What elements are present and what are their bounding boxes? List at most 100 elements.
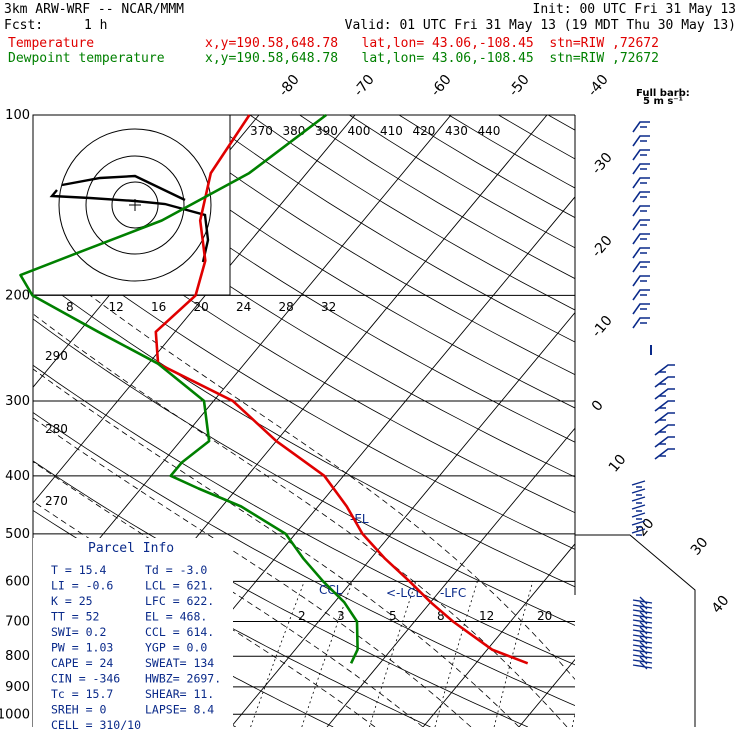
dry-adiabat-line: [33, 184, 575, 514]
wind-barb: [632, 636, 653, 645]
temperature-location: x,y=190.58,648.78 lat,lon= 43.06,-108.45…: [205, 36, 659, 51]
mixing-ratio-line: [369, 581, 417, 727]
wind-barb: [632, 163, 650, 175]
wind-barb: [632, 626, 653, 635]
wind-barb: [632, 275, 650, 287]
hodograph-speed-label: 20: [194, 300, 209, 314]
dry-adiabat-line: [33, 318, 575, 626]
hodograph-speed-label: 8: [66, 300, 74, 314]
theta-label: 420: [413, 124, 436, 138]
wind-barb: [654, 436, 675, 448]
pressure-label: 1000: [0, 707, 30, 722]
isotherm-line: [711, 115, 740, 727]
theta-label: 400: [348, 124, 371, 138]
wind-barb: [632, 261, 650, 273]
parcel-info-left: SWI= 0.2: [51, 625, 106, 639]
dry-adiabat-line: [349, 115, 575, 249]
dry-adiabat-line: [150, 115, 575, 376]
mixing-ratio-line: [434, 581, 478, 727]
dewpoint-location: x,y=190.58,648.78 lat,lon= 43.06,-108.45…: [205, 51, 659, 66]
isotherm-label: 0: [589, 397, 607, 414]
wind-key-label: Full barb:: [636, 88, 690, 99]
wind-barb: [632, 661, 653, 670]
isotherm-label: -40: [585, 72, 612, 100]
dry-adiabat-line: [33, 141, 575, 478]
wind-barb: [654, 424, 675, 436]
lcl-annotation: <-LCL: [386, 586, 422, 600]
theta-label: 370: [250, 124, 273, 138]
dry-adiabat-line: [448, 115, 575, 189]
parcel-info-left: CIN = -346: [51, 672, 120, 686]
wind-barb: [654, 412, 675, 424]
parcel-info-left: K = 25: [51, 594, 93, 608]
parcel-info-left: CAPE = 24: [51, 656, 113, 670]
hodograph-speed-label: 12: [109, 300, 124, 314]
isotherm-label: -50: [506, 72, 533, 100]
pressure-label: 200: [5, 288, 30, 303]
parcel-info-left: TT = 52: [51, 610, 99, 624]
isotherm-line: [33, 115, 452, 620]
hodograph-speed-label: 32: [321, 300, 336, 314]
hodograph-speed-label: 24: [236, 300, 251, 314]
wind-barb: [654, 400, 675, 412]
wind-barb: [632, 191, 650, 203]
wind-barb: [632, 601, 653, 610]
pressure-label: 100: [5, 108, 30, 123]
wind-barb: [632, 219, 650, 231]
isotherm-label: 10: [606, 452, 630, 476]
model-title: 3km ARW-WRF -- NCAR/MMM: [4, 2, 185, 17]
mixing-ratio-label: 8: [437, 609, 445, 623]
temperature-trace: [154, 114, 529, 665]
hodograph-speed-label: 28: [279, 300, 294, 314]
dry-adiabat-line: [51, 115, 575, 443]
dewpoint-trace: [19, 113, 359, 664]
hodograph-inset: [32, 114, 231, 296]
theta-label: 380: [283, 124, 306, 138]
theta-label: 410: [380, 124, 403, 138]
hodograph-ring: [58, 128, 212, 282]
hodograph-lower-trace: [49, 189, 210, 263]
theta-label: 430: [445, 124, 468, 138]
wind-barb: [632, 233, 650, 245]
wind-barb: [631, 512, 646, 520]
temperature-legend: Temperature: [8, 36, 95, 51]
wind-barb: [631, 504, 646, 512]
parcel-info-left: Tc = 15.7: [51, 687, 113, 701]
mixing-ratio-label: 20: [537, 609, 552, 623]
wind-barb: [632, 135, 650, 147]
wind-barb: [654, 364, 675, 376]
mixing-ratio-label: 3: [337, 609, 345, 623]
isotherm-line: [33, 115, 356, 504]
isotherm-label: -20: [589, 233, 616, 261]
parcel-info-box: Parcel Info T = 15.4 Td = -3.0 LI = -0.6 LCL…: [33, 538, 233, 732]
wind-barb: [632, 616, 653, 625]
parcel-info-left: SREH = 0: [51, 703, 106, 717]
wind-barb: [632, 606, 653, 615]
mixing-ratio-label: 2: [298, 609, 306, 623]
dry-adiabat-line: [33, 228, 575, 550]
parcel-info-right: SWEAT= 134: [145, 656, 214, 670]
hodograph-ring: [111, 181, 159, 229]
lfc-annotation: -LFC: [440, 586, 466, 600]
pressure-label: 600: [5, 574, 30, 589]
dry-adiabat-label: 270: [45, 494, 68, 508]
dry-adiabat-label: 290: [45, 349, 68, 363]
wind-barb: [632, 631, 653, 640]
wind-barb: [632, 656, 653, 665]
hodograph-upper-trace: [61, 174, 186, 202]
wind-barb: [632, 205, 650, 217]
isotherm-label: -60: [428, 72, 455, 100]
dewpoint-legend: Dewpoint temperature: [8, 51, 165, 66]
parcel-info-left: PW = 1.03: [51, 641, 113, 655]
dry-adiabat-line: [598, 115, 740, 727]
wind-barb: [632, 621, 653, 630]
dry-adiabat-line: [100, 115, 575, 409]
wind-barb: [632, 646, 653, 655]
pressure-label: 800: [5, 649, 30, 664]
wind-barb: [632, 596, 653, 605]
diagram-boundary: [575, 534, 696, 727]
isotherm-label: 40: [709, 593, 733, 617]
wind-barb: [632, 121, 650, 133]
isotherm-label: 30: [688, 535, 712, 559]
